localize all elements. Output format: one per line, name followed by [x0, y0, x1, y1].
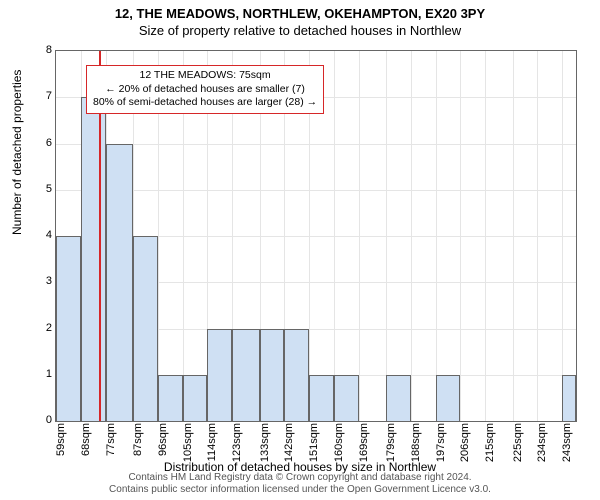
x-tick-label: 87sqm — [132, 423, 144, 473]
x-tick-label: 188sqm — [410, 423, 422, 473]
histogram-bar — [436, 375, 461, 421]
y-tick-label: 2 — [32, 322, 52, 334]
x-tick-label: 59sqm — [55, 423, 67, 473]
chart-container: 12, THE MEADOWS, NORTHLEW, OKEHAMPTON, E… — [0, 0, 600, 500]
footer-attribution: Contains HM Land Registry data © Crown c… — [0, 472, 600, 496]
footer-line2: Contains public sector information licen… — [0, 484, 600, 496]
histogram-bar — [260, 329, 285, 422]
gridline-v — [411, 51, 412, 421]
histogram-bar — [309, 375, 334, 421]
x-tick-label: 114sqm — [206, 423, 218, 473]
x-tick-label: 77sqm — [105, 423, 117, 473]
annotation-line3: 80% of semi-detached houses are larger (… — [93, 96, 317, 110]
footer-line1: Contains HM Land Registry data © Crown c… — [0, 472, 600, 484]
histogram-bar — [183, 375, 208, 421]
histogram-bar — [232, 329, 260, 422]
x-tick-label: 160sqm — [333, 423, 345, 473]
annotation-box: 12 THE MEADOWS: 75sqm ← 20% of detached … — [86, 65, 324, 114]
x-tick-label: 206sqm — [459, 423, 471, 473]
histogram-bar — [207, 329, 232, 422]
x-tick-label: 179sqm — [385, 423, 397, 473]
plot-area: 12 THE MEADOWS: 75sqm ← 20% of detached … — [55, 50, 577, 422]
x-tick-label: 197sqm — [435, 423, 447, 473]
histogram-bar — [334, 375, 359, 421]
histogram-bar — [158, 375, 183, 421]
y-tick-label: 8 — [32, 44, 52, 56]
gridline-v — [386, 51, 387, 421]
histogram-bar — [133, 236, 158, 421]
histogram-bar — [56, 236, 81, 421]
y-tick-label: 1 — [32, 368, 52, 380]
gridline-v — [513, 51, 514, 421]
x-tick-label: 151sqm — [308, 423, 320, 473]
chart-title: 12, THE MEADOWS, NORTHLEW, OKEHAMPTON, E… — [0, 0, 600, 21]
y-axis-label: Number of detached properties — [10, 70, 24, 235]
x-tick-label: 96sqm — [157, 423, 169, 473]
histogram-bar — [81, 97, 106, 421]
x-tick-label: 133sqm — [259, 423, 271, 473]
gridline-v — [359, 51, 360, 421]
annotation-line1: 12 THE MEADOWS: 75sqm — [93, 69, 317, 83]
histogram-bar — [386, 375, 411, 421]
x-tick-label: 215sqm — [484, 423, 496, 473]
gridline-v — [562, 51, 563, 421]
x-tick-label: 243sqm — [561, 423, 573, 473]
x-tick-label: 169sqm — [358, 423, 370, 473]
x-tick-label: 123sqm — [231, 423, 243, 473]
y-tick-label: 5 — [32, 183, 52, 195]
gridline-v — [436, 51, 437, 421]
y-tick-label: 7 — [32, 90, 52, 102]
gridline-v — [460, 51, 461, 421]
gridline-v — [334, 51, 335, 421]
x-tick-label: 142sqm — [283, 423, 295, 473]
y-tick-label: 4 — [32, 229, 52, 241]
histogram-bar — [106, 144, 134, 422]
x-tick-label: 105sqm — [182, 423, 194, 473]
y-tick-label: 6 — [32, 137, 52, 149]
x-tick-label: 225sqm — [512, 423, 524, 473]
x-tick-label: 68sqm — [80, 423, 92, 473]
histogram-bar — [562, 375, 576, 421]
x-tick-label: 234sqm — [536, 423, 548, 473]
y-tick-label: 0 — [32, 414, 52, 426]
histogram-bar — [284, 329, 309, 422]
gridline-v — [537, 51, 538, 421]
gridline-v — [485, 51, 486, 421]
annotation-line2: ← 20% of detached houses are smaller (7) — [93, 83, 317, 97]
y-tick-label: 3 — [32, 275, 52, 287]
chart-subtitle: Size of property relative to detached ho… — [0, 21, 600, 38]
